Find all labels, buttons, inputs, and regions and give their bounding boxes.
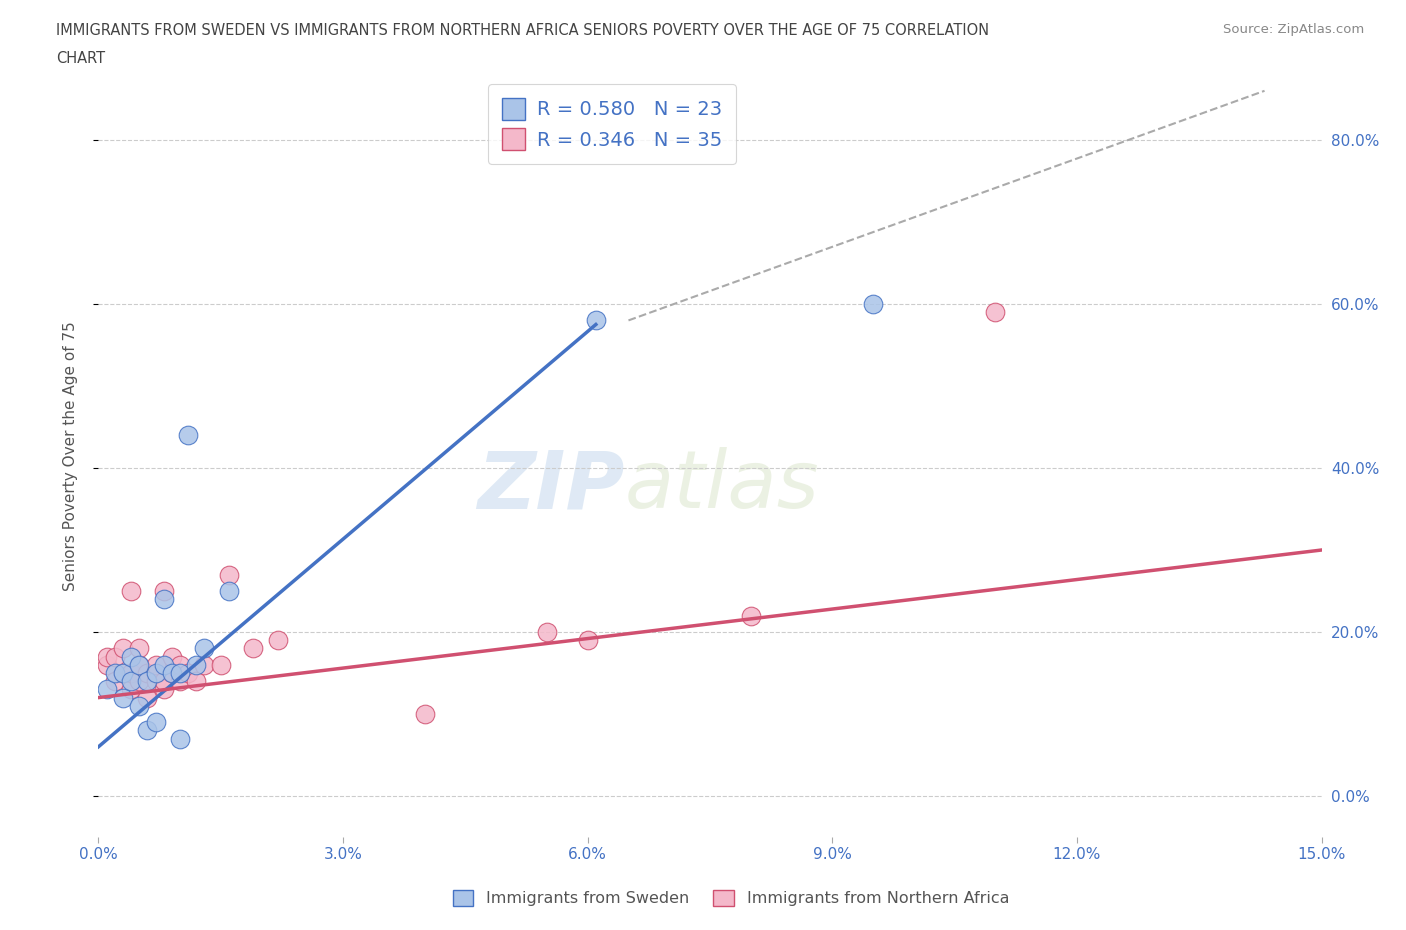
Point	[136, 666, 159, 681]
Point	[160, 649, 183, 664]
Point	[111, 641, 134, 656]
Point	[177, 428, 200, 443]
Point	[145, 666, 167, 681]
Point	[128, 673, 150, 688]
Point	[218, 583, 240, 598]
Point	[120, 673, 142, 688]
Point	[111, 690, 134, 705]
Legend: R = 0.580   N = 23, R = 0.346   N = 35: R = 0.580 N = 23, R = 0.346 N = 35	[488, 84, 735, 164]
Text: IMMIGRANTS FROM SWEDEN VS IMMIGRANTS FROM NORTHERN AFRICA SENIORS POVERTY OVER T: IMMIGRANTS FROM SWEDEN VS IMMIGRANTS FRO…	[56, 23, 990, 38]
Point	[152, 673, 174, 688]
Point	[120, 649, 142, 664]
Point	[152, 682, 174, 697]
Point	[267, 632, 290, 647]
Point	[104, 649, 127, 664]
Point	[96, 649, 118, 664]
Point	[145, 673, 167, 688]
Point	[862, 297, 884, 312]
Point	[186, 658, 208, 672]
Point	[128, 698, 150, 713]
Point	[96, 658, 118, 672]
Point	[104, 673, 127, 688]
Point	[111, 666, 134, 681]
Point	[186, 673, 208, 688]
Point	[120, 682, 142, 697]
Legend: Immigrants from Sweden, Immigrants from Northern Africa: Immigrants from Sweden, Immigrants from …	[446, 884, 1017, 912]
Point	[242, 641, 264, 656]
Point	[120, 583, 142, 598]
Point	[218, 567, 240, 582]
Point	[160, 666, 183, 681]
Point	[740, 608, 762, 623]
Point	[169, 666, 191, 681]
Point	[169, 658, 191, 672]
Point	[136, 690, 159, 705]
Point	[576, 632, 599, 647]
Point	[120, 666, 142, 681]
Point	[136, 723, 159, 737]
Point	[128, 658, 150, 672]
Point	[136, 673, 159, 688]
Point	[111, 666, 134, 681]
Point	[536, 625, 558, 640]
Point	[193, 641, 215, 656]
Point	[145, 715, 167, 730]
Point	[128, 641, 150, 656]
Point	[96, 682, 118, 697]
Text: ZIP: ZIP	[477, 447, 624, 525]
Text: atlas: atlas	[624, 447, 820, 525]
Point	[169, 673, 191, 688]
Text: Source: ZipAtlas.com: Source: ZipAtlas.com	[1223, 23, 1364, 36]
Point	[104, 666, 127, 681]
Point	[152, 658, 174, 672]
Point	[193, 658, 215, 672]
Point	[177, 666, 200, 681]
Point	[169, 731, 191, 746]
Point	[160, 666, 183, 681]
Point	[209, 658, 232, 672]
Text: CHART: CHART	[56, 51, 105, 66]
Point	[145, 658, 167, 672]
Point	[152, 583, 174, 598]
Y-axis label: Seniors Poverty Over the Age of 75: Seniors Poverty Over the Age of 75	[63, 321, 77, 591]
Point	[984, 305, 1007, 320]
Point	[413, 707, 436, 722]
Point	[152, 591, 174, 606]
Point	[585, 313, 607, 328]
Point	[128, 658, 150, 672]
